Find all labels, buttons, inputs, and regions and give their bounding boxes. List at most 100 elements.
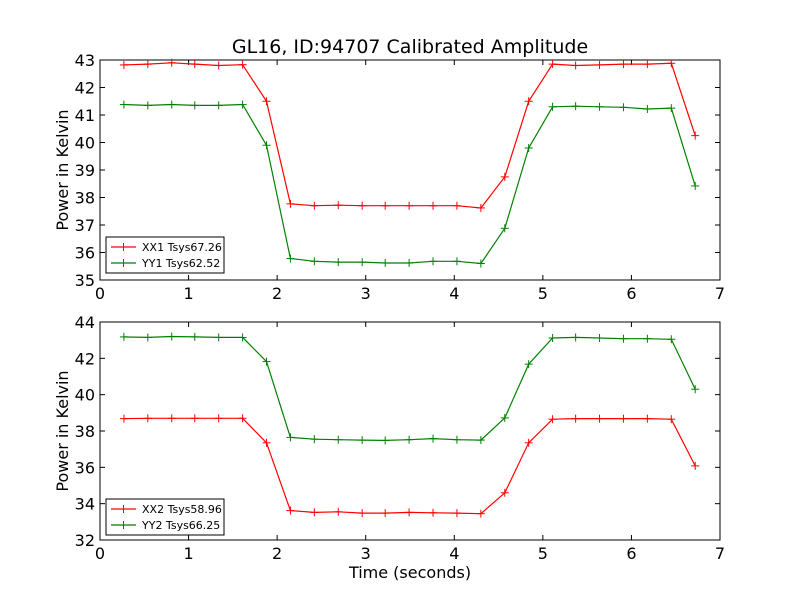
data-point bbox=[548, 333, 557, 342]
data-point bbox=[548, 415, 557, 424]
x-tick-label: 3 bbox=[361, 284, 371, 303]
legend-label: YY1 Tsys62.52 bbox=[141, 257, 220, 270]
x-tick-label: 2 bbox=[272, 284, 282, 303]
data-point bbox=[167, 332, 176, 341]
data-point bbox=[381, 201, 390, 210]
data-point bbox=[334, 201, 343, 210]
data-point bbox=[691, 461, 700, 470]
data-point bbox=[310, 257, 319, 266]
y-tick-label: 39 bbox=[75, 161, 95, 180]
data-point bbox=[548, 102, 557, 111]
legend: XX2 Tsys58.96 YY2 Tsys66.25 bbox=[105, 498, 225, 536]
data-point bbox=[524, 144, 533, 152]
data-point bbox=[500, 488, 509, 497]
data-point bbox=[119, 60, 128, 69]
legend-box bbox=[105, 498, 225, 536]
legend: XX1 Tsys67.26 YY1 Tsys62.52 bbox=[105, 236, 225, 274]
data-point bbox=[524, 360, 533, 369]
y-tick-label: 35 bbox=[75, 271, 95, 290]
x-tick-label: 5 bbox=[538, 284, 548, 303]
x-tick-label: 7 bbox=[715, 284, 725, 303]
data-point bbox=[429, 257, 438, 266]
x-tick-label: 7 bbox=[715, 544, 725, 563]
data-point bbox=[571, 61, 580, 70]
data-point bbox=[571, 333, 580, 342]
x-tick-label: 1 bbox=[183, 284, 193, 303]
data-point bbox=[595, 102, 604, 111]
data-point bbox=[476, 436, 485, 445]
legend-box bbox=[105, 236, 225, 274]
x-tick-label: 6 bbox=[626, 544, 636, 563]
y-tick-label: 40 bbox=[75, 386, 95, 405]
data-point bbox=[429, 201, 438, 210]
data-point bbox=[334, 435, 343, 444]
data-point bbox=[190, 60, 199, 69]
data-point bbox=[667, 415, 676, 424]
x-tick-label: 1 bbox=[183, 544, 193, 563]
legend-label: YY2 Tsys66.25 bbox=[141, 519, 220, 532]
y-tick-label: 36 bbox=[75, 244, 95, 263]
data-point bbox=[643, 60, 652, 69]
data-point bbox=[190, 101, 199, 110]
data-point bbox=[452, 257, 461, 266]
data-point bbox=[262, 141, 271, 150]
data-point bbox=[214, 101, 223, 110]
data-point bbox=[310, 435, 319, 444]
data-point bbox=[619, 334, 628, 343]
data-point bbox=[381, 436, 390, 445]
data-point bbox=[429, 434, 438, 443]
y-tick-label: 40 bbox=[75, 134, 95, 153]
data-point bbox=[381, 258, 390, 267]
x-tick-label: 5 bbox=[538, 544, 548, 563]
legend-entry: YY2 Tsys66.25 bbox=[111, 519, 220, 532]
data-point bbox=[238, 60, 247, 69]
data-point bbox=[214, 61, 223, 70]
data-point bbox=[358, 258, 367, 267]
data-point bbox=[143, 333, 152, 342]
data-point bbox=[262, 97, 271, 106]
legend-label: XX2 Tsys58.96 bbox=[142, 503, 222, 516]
data-point bbox=[548, 60, 557, 69]
data-point bbox=[238, 333, 247, 342]
data-point bbox=[238, 100, 247, 109]
data-point bbox=[214, 414, 223, 423]
data-point bbox=[524, 438, 533, 447]
data-point bbox=[571, 102, 580, 111]
data-point bbox=[119, 414, 128, 423]
y-axis-label: Power in Kelvin bbox=[53, 109, 72, 230]
x-tick-label: 4 bbox=[449, 544, 459, 563]
data-point bbox=[286, 506, 295, 515]
data-point bbox=[405, 435, 414, 444]
x-tick-label: 2 bbox=[272, 544, 282, 563]
legend-entry: YY1 Tsys62.52 bbox=[111, 257, 220, 270]
x-tick-label: 6 bbox=[626, 284, 636, 303]
data-point bbox=[452, 201, 461, 210]
data-point bbox=[500, 413, 509, 422]
y-tick-label: 38 bbox=[75, 422, 95, 441]
data-point bbox=[143, 101, 152, 110]
data-point bbox=[643, 334, 652, 343]
data-point bbox=[500, 172, 509, 181]
y-tick-label: 36 bbox=[75, 458, 95, 477]
data-point bbox=[405, 508, 414, 517]
data-point bbox=[405, 258, 414, 267]
data-point bbox=[500, 224, 509, 233]
data-point bbox=[214, 333, 223, 342]
data-point bbox=[167, 414, 176, 423]
data-point bbox=[619, 414, 628, 423]
y-tick-label: 38 bbox=[75, 189, 95, 208]
data-point bbox=[476, 509, 485, 518]
y-tick-label: 42 bbox=[75, 349, 95, 368]
data-point bbox=[452, 435, 461, 444]
x-axis-label: Time (seconds) bbox=[348, 563, 471, 582]
data-point bbox=[190, 414, 199, 423]
data-point bbox=[619, 103, 628, 112]
data-point bbox=[667, 335, 676, 344]
data-point bbox=[476, 259, 485, 268]
data-point bbox=[167, 58, 176, 67]
y-tick-label: 43 bbox=[75, 51, 95, 70]
data-point bbox=[143, 60, 152, 69]
data-point bbox=[381, 509, 390, 518]
data-point bbox=[286, 433, 295, 442]
